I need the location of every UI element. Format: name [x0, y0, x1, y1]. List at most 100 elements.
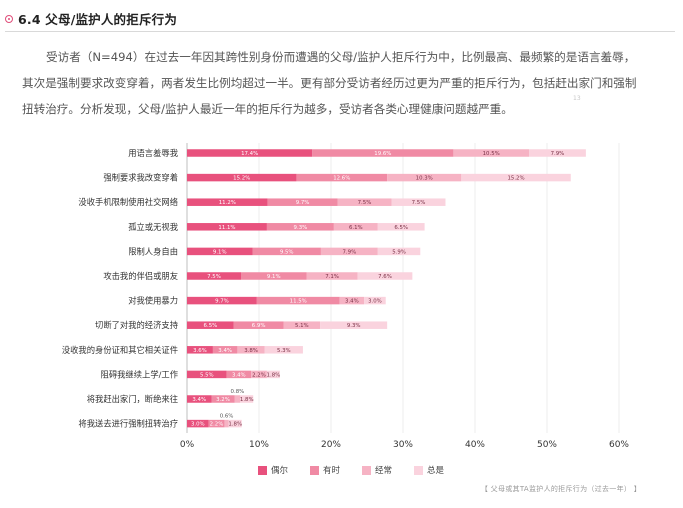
- bar-segment: [187, 247, 253, 256]
- bar-segment: [283, 321, 321, 329]
- bar-segment: [187, 173, 297, 182]
- data-label: 7.9%: [343, 249, 357, 255]
- category-label: 将我送去进行强制扭转治疗: [78, 419, 178, 429]
- data-label: 3.4%: [218, 348, 232, 354]
- bar-segment: [461, 173, 571, 182]
- data-label: 1.8%: [228, 422, 242, 428]
- data-label: 2.2%: [210, 422, 224, 428]
- intro-paragraph: 受访者（N=494）在过去一年因其跨性别身份而遭遇的父母/监护人拒斥行为中，比例…: [22, 50, 637, 116]
- bar-segment: [251, 370, 267, 379]
- bar-segment: [339, 296, 365, 305]
- data-label: 3.4%: [232, 372, 246, 378]
- data-label: 3.0%: [368, 299, 382, 305]
- data-label: 11.1%: [218, 225, 235, 231]
- data-label: 10.3%: [416, 176, 433, 182]
- legend-swatch: [414, 465, 424, 475]
- x-tick-label: 40%: [465, 440, 485, 450]
- data-label: 9.7%: [296, 200, 310, 206]
- category-label: 阻碍我继续上学/工作: [101, 369, 178, 379]
- category-label: 没收我的身份证和其它相关证件: [62, 345, 178, 355]
- bar-segment: [187, 395, 212, 403]
- data-label: 7.1%: [325, 274, 339, 280]
- bar-segment: [267, 198, 338, 206]
- bar-segment: [187, 223, 267, 231]
- data-label: 3.0%: [191, 422, 205, 428]
- legend-label: 偶尔: [271, 466, 289, 476]
- bar-segment: [266, 223, 334, 231]
- footnote-mark: 13: [573, 95, 581, 102]
- bar-segment: [187, 321, 234, 329]
- category-label: 强制要求我改变穿着: [103, 173, 178, 183]
- x-tick-label: 20%: [321, 440, 341, 450]
- data-label: 5.1%: [295, 323, 309, 329]
- legend-item: 偶尔: [258, 464, 288, 476]
- data-label: 19.6%: [374, 151, 391, 157]
- bar-segment: [357, 272, 413, 280]
- category-label: 没收手机限制使用社交网络: [78, 197, 178, 207]
- data-label: 1.8%: [240, 397, 254, 403]
- bar-segment: [453, 149, 529, 157]
- category-label: 对我使用暴力: [128, 296, 178, 306]
- data-label: 9.7%: [215, 299, 229, 305]
- legend-label: 经常: [375, 466, 393, 476]
- legend-item: 经常: [362, 464, 392, 476]
- bar-segment: [208, 419, 225, 428]
- bar-segment: [234, 395, 241, 403]
- section-title: 6.4 父母/监护人的拒斥行为: [18, 12, 178, 27]
- bar-segment: [387, 173, 462, 182]
- bar-segment: [391, 198, 446, 206]
- data-label: 2.2%: [252, 372, 266, 378]
- bar-segment: [529, 149, 586, 157]
- bar-segment: [233, 321, 284, 329]
- bar-segment: [241, 272, 307, 280]
- data-label: 3.6%: [193, 348, 207, 354]
- section-header: 6.4 父母/监护人的拒斥行为: [5, 9, 177, 28]
- bar-segment: [306, 272, 358, 280]
- data-label: 6.9%: [252, 323, 266, 329]
- chart-legend: 偶尔 有时 经常 总是: [258, 464, 444, 476]
- data-label: 6.5%: [394, 225, 408, 231]
- x-tick-label: 50%: [537, 440, 557, 450]
- bar-segment: [187, 370, 227, 379]
- legend-swatch: [258, 465, 267, 475]
- data-label: 9.1%: [213, 249, 227, 255]
- bar-segment: [266, 370, 280, 379]
- bar-segment: [320, 321, 388, 329]
- category-label: 限制人身自由: [128, 246, 178, 256]
- data-label: 15.2%: [507, 176, 524, 182]
- bar-segment: [237, 346, 265, 354]
- data-label: 11.5%: [290, 299, 307, 305]
- bar-segment: [187, 149, 313, 157]
- data-label: 3.8%: [244, 348, 258, 354]
- bar-segment: [377, 223, 425, 231]
- x-tick-label: 10%: [249, 440, 269, 450]
- data-label: 3.2%: [216, 397, 230, 403]
- bar-segment: [224, 419, 229, 428]
- bar-segment: [256, 296, 340, 305]
- data-label: 7.5%: [358, 200, 372, 206]
- data-label: 6.1%: [349, 225, 363, 231]
- legend-item: 总是: [414, 464, 444, 476]
- bar-segment: [211, 395, 235, 403]
- bar-segment: [228, 419, 242, 428]
- chart-source-caption: 【 父母或其TA监护人的拒斥行为（过去一年） 】: [480, 485, 641, 493]
- data-label: 10.5%: [483, 151, 500, 157]
- legend-label: 有时: [323, 466, 341, 476]
- bar-segment: [320, 247, 378, 256]
- header-divider: [5, 31, 675, 32]
- bar-segment: [337, 198, 392, 206]
- bar-segment: [296, 173, 388, 182]
- data-label: 7.5%: [412, 200, 426, 206]
- bar-segment: [252, 247, 321, 256]
- bar-segment: [187, 346, 213, 354]
- legend-swatch: [362, 465, 372, 475]
- category-label: 将我赶出家门，断绝来往: [87, 394, 178, 404]
- category-label: 孤立或无视我: [128, 222, 178, 232]
- bar-segment: [377, 247, 421, 256]
- data-label: 9.1%: [267, 274, 281, 280]
- data-label: 7.5%: [207, 274, 221, 280]
- legend-swatch: [310, 465, 320, 475]
- bar-segment: [226, 370, 252, 379]
